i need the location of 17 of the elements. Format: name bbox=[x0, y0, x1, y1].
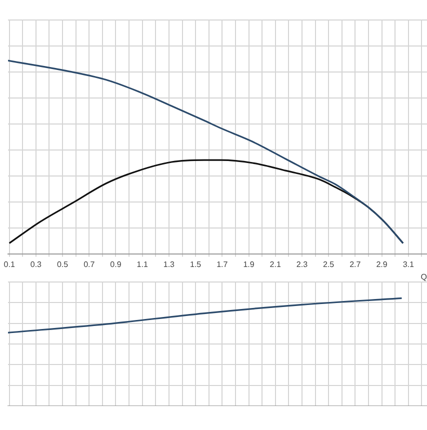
x-tick-label: 0.7 bbox=[84, 260, 96, 269]
x-tick-label: 2.1 bbox=[270, 260, 282, 269]
x-tick-label: 1.7 bbox=[216, 260, 228, 269]
x-tick-label: 1.5 bbox=[190, 260, 202, 269]
x-tick-label: 0.9 bbox=[110, 260, 122, 269]
x-axis-title: Q bbox=[420, 272, 427, 282]
x-tick-label: 3.1 bbox=[402, 260, 414, 269]
x-tick-label: 1.9 bbox=[243, 260, 255, 269]
x-tick-label: 2.7 bbox=[350, 260, 362, 269]
x-tick-label: 1.1 bbox=[136, 260, 148, 269]
x-tick-label: 0.3 bbox=[30, 260, 42, 269]
x-tick-label: 2.9 bbox=[376, 260, 388, 269]
x-tick-label: 0.5 bbox=[56, 260, 69, 269]
x-tick-label: 0.1 bbox=[4, 260, 16, 269]
x-tick-label: 1.3 bbox=[163, 260, 176, 269]
x-tick-label: 2.5 bbox=[323, 260, 335, 269]
x-tick-label: 2.3 bbox=[296, 260, 308, 269]
